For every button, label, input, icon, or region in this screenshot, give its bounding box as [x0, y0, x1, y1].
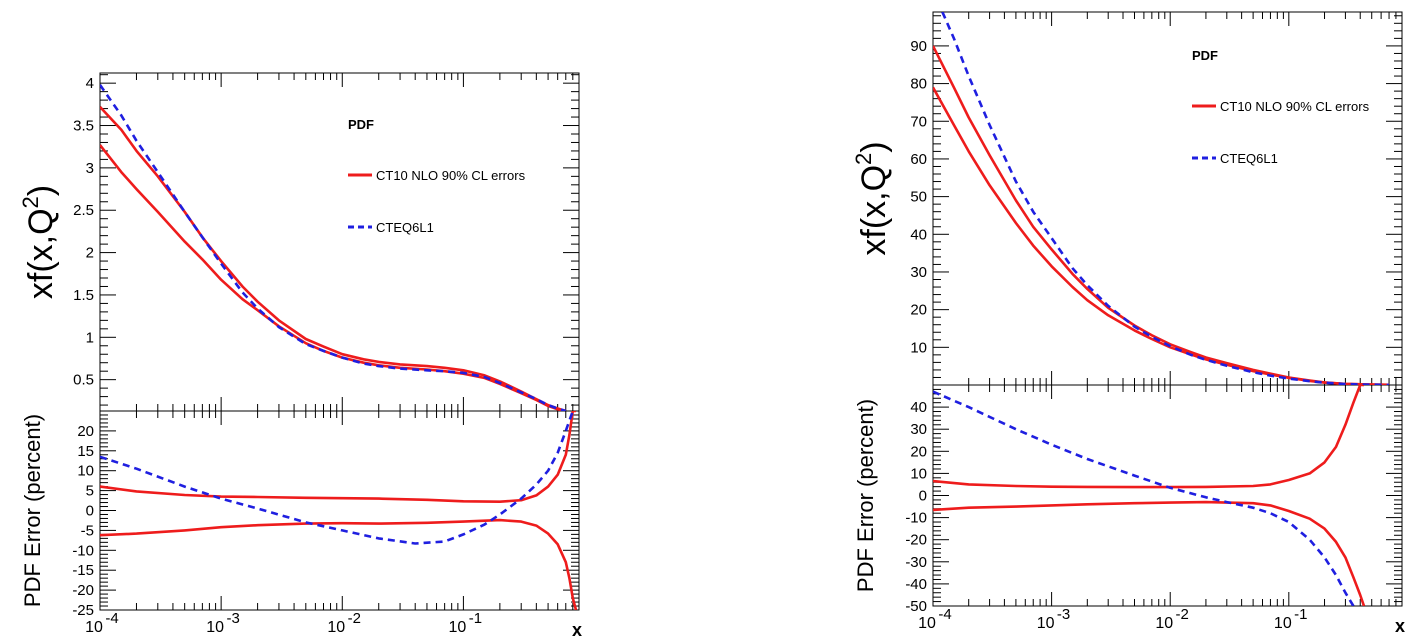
chart-panel-left: 10-410-310-210-1x0.511.522.533.54-25-20-…: [18, 72, 582, 638]
cteq6l1-line: [941, 12, 1390, 385]
y-axis-label-bottom: PDF Error (percent): [853, 399, 878, 592]
x-axis-label: x: [1395, 616, 1405, 636]
x-tick-label: 10: [449, 619, 467, 636]
y-tick-label: 80: [910, 76, 927, 93]
y-axis-label-bottom: PDF Error (percent): [20, 414, 45, 607]
y-tick-label: -15: [72, 562, 94, 579]
x-tick-exponent: -3: [226, 610, 239, 627]
x-tick-label: 10: [206, 619, 224, 636]
y-axis-label-sup: 2: [851, 153, 876, 165]
legend-cteq6l1-label: CTEQ6L1: [1220, 151, 1278, 166]
x-tick-label: 10: [918, 615, 936, 632]
top-pad-frame: [932, 11, 1403, 386]
x-tick-label: 10: [1155, 615, 1173, 632]
cteq6l1-error-line: [933, 390, 1355, 606]
y-tick-label: -5: [81, 522, 94, 539]
y-tick-label: -40: [905, 576, 927, 593]
x-tick-exponent: -2: [348, 610, 361, 627]
x-tick-label: 10: [1274, 615, 1292, 632]
y-tick-label: 0.5: [73, 372, 94, 389]
cteq6l1-line: [100, 84, 567, 411]
x-tick-label: 10: [1037, 615, 1055, 632]
y-axis-label-sup: 2: [18, 196, 43, 208]
y-tick-label: 1: [86, 329, 94, 346]
y-tick-label: 4: [86, 75, 94, 92]
legend-ct10-label: CT10 NLO 90% CL errors: [1220, 99, 1370, 114]
ct10-upper-band-line: [100, 106, 567, 411]
ct10-lower-error-line: [933, 500, 1366, 606]
x-tick-exponent: -3: [1057, 606, 1070, 623]
y-tick-label: 20: [910, 302, 927, 319]
legend-ct10-label: CT10 NLO 90% CL errors: [376, 168, 526, 183]
y-tick-label: 15: [77, 443, 94, 460]
legend-title: PDF: [1192, 48, 1218, 63]
x-tick-exponent: -1: [1294, 606, 1307, 623]
y-tick-label: -20: [905, 532, 927, 549]
y-tick-label: 20: [77, 423, 94, 440]
x-tick-label: 10: [85, 619, 103, 636]
y-tick-label: 3.5: [73, 118, 94, 135]
y-tick-label: 10: [910, 465, 927, 482]
y-tick-label: 60: [910, 151, 927, 168]
y-axis-label-main: xf(x,Q: [22, 208, 60, 299]
y-tick-label: -30: [905, 554, 927, 571]
y-tick-label: -10: [72, 542, 94, 559]
x-tick-exponent: -4: [938, 606, 951, 623]
y-axis-label-main: xf(x,Q: [855, 165, 893, 256]
ct10-lower-band-line: [933, 86, 1390, 385]
y-tick-label: 30: [910, 421, 927, 438]
x-axis-label: x: [572, 620, 582, 638]
ct10-upper-band-line: [933, 45, 1390, 385]
ct10-lower-band-line: [100, 144, 567, 411]
y-axis-label-close: ): [22, 185, 60, 196]
y-tick-label: 30: [910, 264, 927, 281]
ct10-lower-error-line: [100, 518, 578, 610]
cteq6l1-error-line: [100, 411, 575, 545]
y-tick-label: 40: [910, 399, 927, 416]
x-tick-exponent: -4: [105, 610, 118, 627]
y-tick-label: -25: [72, 602, 94, 619]
top-pad-frame: [99, 72, 580, 412]
y-tick-label: 0: [919, 488, 927, 505]
ct10-upper-error-line: [100, 411, 576, 504]
y-tick-label: 40: [910, 226, 927, 243]
x-tick-exponent: -2: [1176, 606, 1189, 623]
y-tick-label: 50: [910, 189, 927, 206]
y-tick-label: 5: [86, 483, 94, 500]
y-axis-label-top: xf(x,Q2): [851, 141, 893, 255]
y-tick-label: 1.5: [73, 287, 94, 304]
bottom-pad-frame: [932, 384, 1403, 607]
y-axis-label-close: ): [855, 141, 893, 152]
chart-panel-right: 10-410-310-210-1x102030405060708090-50-4…: [851, 11, 1405, 636]
y-tick-label: 20: [910, 443, 927, 460]
y-tick-label: -20: [72, 582, 94, 599]
y-tick-label: 0: [86, 503, 94, 520]
x-tick-exponent: -1: [469, 610, 482, 627]
y-tick-label: -50: [905, 598, 927, 615]
y-tick-label: 2.5: [73, 202, 94, 219]
ct10-upper-error-line: [933, 385, 1364, 489]
y-tick-label: 2: [86, 245, 94, 262]
y-tick-label: 70: [910, 113, 927, 130]
y-tick-label: 90: [910, 38, 927, 55]
y-axis-label-top: xf(x,Q2): [18, 185, 60, 299]
legend-cteq6l1-label: CTEQ6L1: [376, 220, 434, 235]
y-tick-label: 3: [86, 160, 94, 177]
y-tick-label: 10: [77, 463, 94, 480]
x-tick-label: 10: [327, 619, 345, 636]
y-tick-label: 10: [910, 339, 927, 356]
y-tick-label: -10: [905, 510, 927, 527]
bottom-pad-frame: [99, 410, 580, 611]
legend-title: PDF: [348, 117, 374, 132]
